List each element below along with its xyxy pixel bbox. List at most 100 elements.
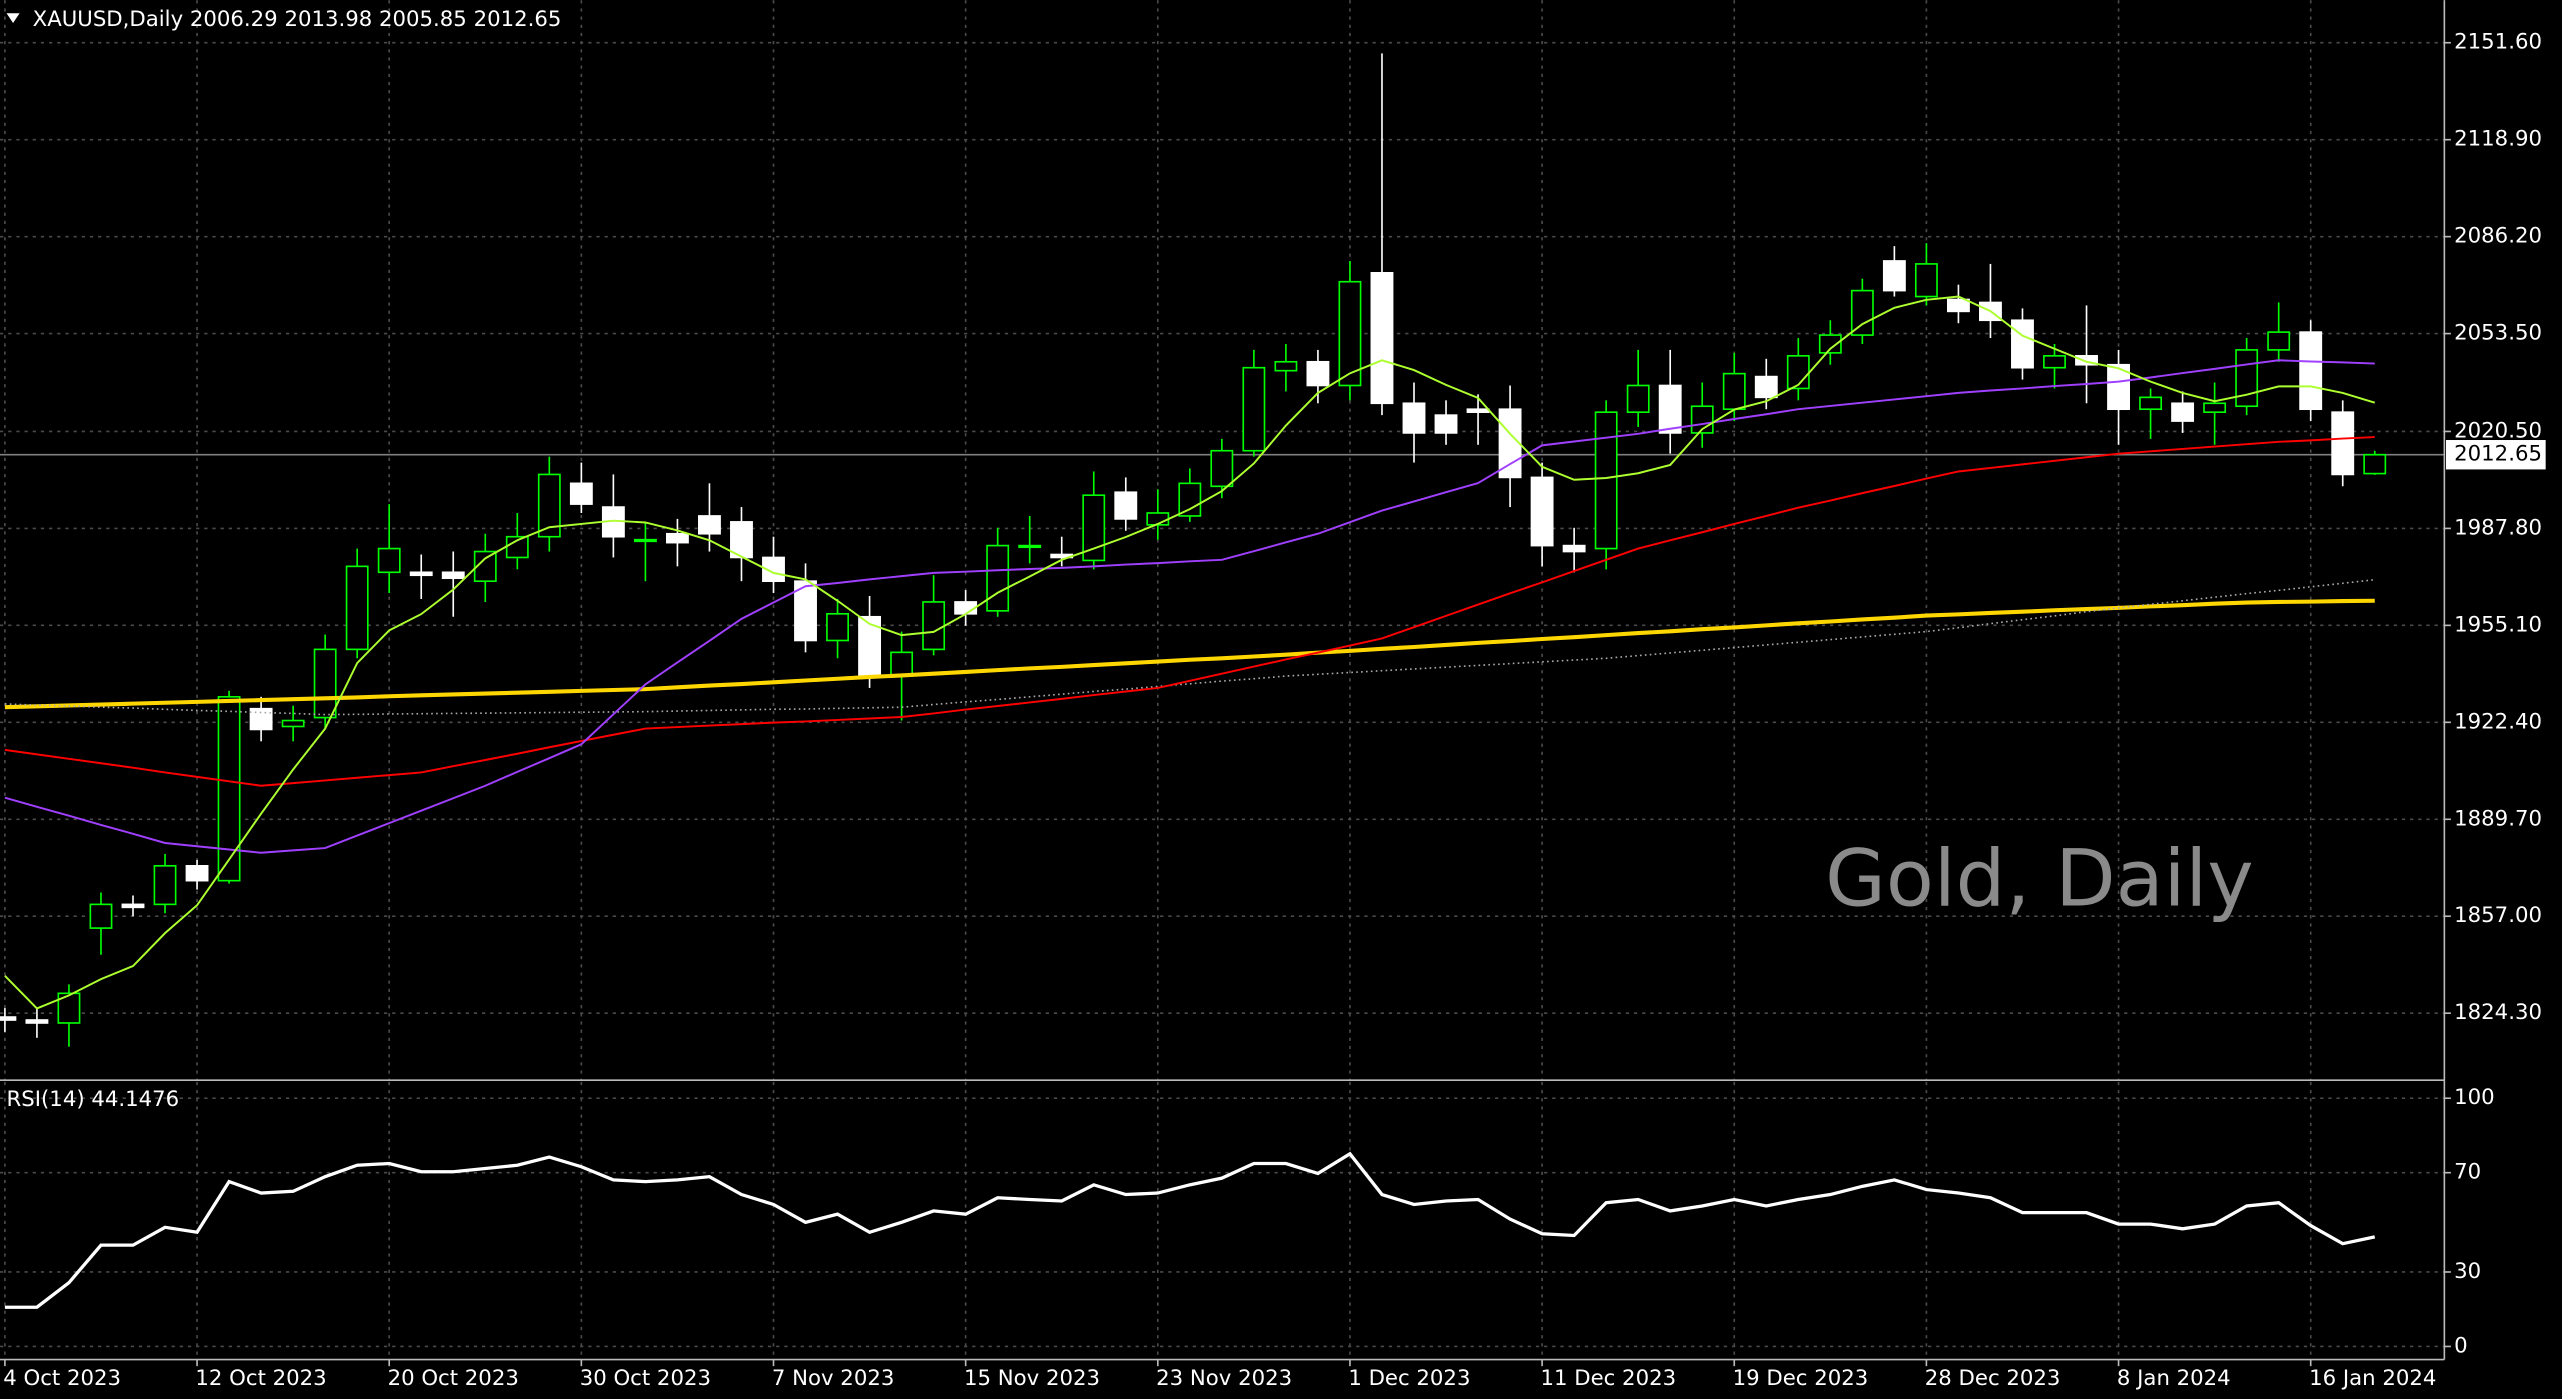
candle-body [377,547,401,574]
candle-body [2011,319,2034,369]
header-arrow [6,13,20,24]
y-tick-label: 0 [2454,1333,2468,1358]
candle-body [1722,372,1746,411]
indicator-line [4,359,2375,854]
candle-body [2203,402,2227,413]
candle-body [2299,331,2323,411]
candle-body [121,903,145,909]
y-tick-label: 2151.60 [2454,30,2542,55]
candle-body [313,648,337,719]
candle-body [345,565,369,651]
candle-body [537,473,561,538]
x-tick-label: 28 Dec 2023 [1925,1366,2061,1391]
x-tick-label: 11 Dec 2023 [1540,1366,1676,1391]
y-tick-label: 1922.40 [2454,709,2542,734]
x-tick-label: 12 Oct 2023 [195,1366,326,1391]
candle-body [1082,494,1106,562]
candle-body [2171,402,2195,422]
rsi-title: RSI(14) 44.1476 [7,1087,180,1112]
candle-body [1114,491,1138,520]
candle-body [25,1019,49,1024]
candle-body [0,1016,17,1021]
candle-body [1498,408,1522,479]
candle-body [954,601,978,615]
candle-body [1530,476,1554,547]
candle-body [2267,331,2291,351]
x-tick-label: 23 Nov 2023 [1156,1366,1292,1391]
candle-body [698,515,721,535]
y-tick-label: 1889.70 [2454,806,2542,831]
candle-body [153,865,177,906]
candle-body [794,580,817,642]
y-tick-label: 2053.50 [2454,321,2542,346]
rsi-line [4,1151,2376,1309]
candle-body [922,601,946,651]
x-tick-label: 1 Dec 2023 [1348,1366,1470,1391]
y-tick-label: 1824.30 [2454,1000,2542,1025]
candle-body [826,612,849,642]
candle-body [281,719,305,728]
x-tick-label: 4 Oct 2023 [3,1366,121,1391]
candle-body [89,903,113,929]
candle-body [890,651,914,677]
candle-body [1818,334,1842,354]
chart-title: XAUUSD,Daily 2006.29 2013.98 2005.85 201… [33,7,562,32]
candle-body [1306,360,1330,387]
candle-body [2075,355,2098,366]
candle-body [1882,260,1906,292]
candle-body [57,992,81,1024]
marks-layer [0,53,2387,1309]
indicator-line [4,598,2375,710]
candle-body [1754,375,1778,399]
candle-body [1434,414,1458,434]
candle-body [2363,453,2387,475]
candle-body [1370,271,1394,405]
candle-body [2139,396,2163,411]
candle-body [2235,349,2259,408]
indicator-line [4,295,2376,1010]
candle-body [1338,280,1362,387]
x-tick-label: 8 Jan 2024 [2117,1366,2231,1391]
candle-body [1594,411,1618,550]
candle-body [1850,289,1874,336]
candle-body [1274,360,1298,372]
candle-body [1466,408,1490,413]
candle-body [217,696,241,882]
last-price-label: 2012.65 [2454,442,2542,467]
candle-body [1402,402,1426,434]
candle-body [2043,355,2066,369]
x-tick-label: 30 Oct 2023 [580,1366,711,1391]
candle-body [762,556,785,583]
candle-body [1658,384,1682,434]
y-tick-label: 70 [2454,1160,2481,1185]
candle-body [986,544,1010,612]
candle-body [249,707,273,731]
candle-body [1018,544,1042,549]
candle-body [1210,449,1234,488]
candle-body [1946,298,1970,313]
last-price-box [2445,440,2546,470]
y-tick-label: 2020.50 [2454,418,2542,443]
x-tick-label: 7 Nov 2023 [772,1366,895,1391]
candle-body [633,538,657,543]
x-tick-label: 19 Dec 2023 [1733,1366,1869,1391]
y-tick-label: 100 [2454,1085,2495,1110]
watermark: Gold, Daily [1825,834,2254,925]
candle-body [1626,384,1650,413]
candle-body [1562,544,1586,553]
x-tick-label: 20 Oct 2023 [388,1366,519,1391]
candle-body [2107,363,2130,411]
y-tick-label: 2086.20 [2454,224,2542,249]
y-tick-label: 1955.10 [2454,612,2542,637]
y-tick-label: 1987.80 [2454,515,2542,540]
candle-body [569,482,593,505]
candle-body [1914,263,1938,298]
x-tick-label: 16 Jan 2024 [2309,1366,2436,1391]
candle-body [185,865,209,882]
candle-body [409,571,433,577]
candle-body [665,532,689,544]
candle-body [441,571,465,580]
